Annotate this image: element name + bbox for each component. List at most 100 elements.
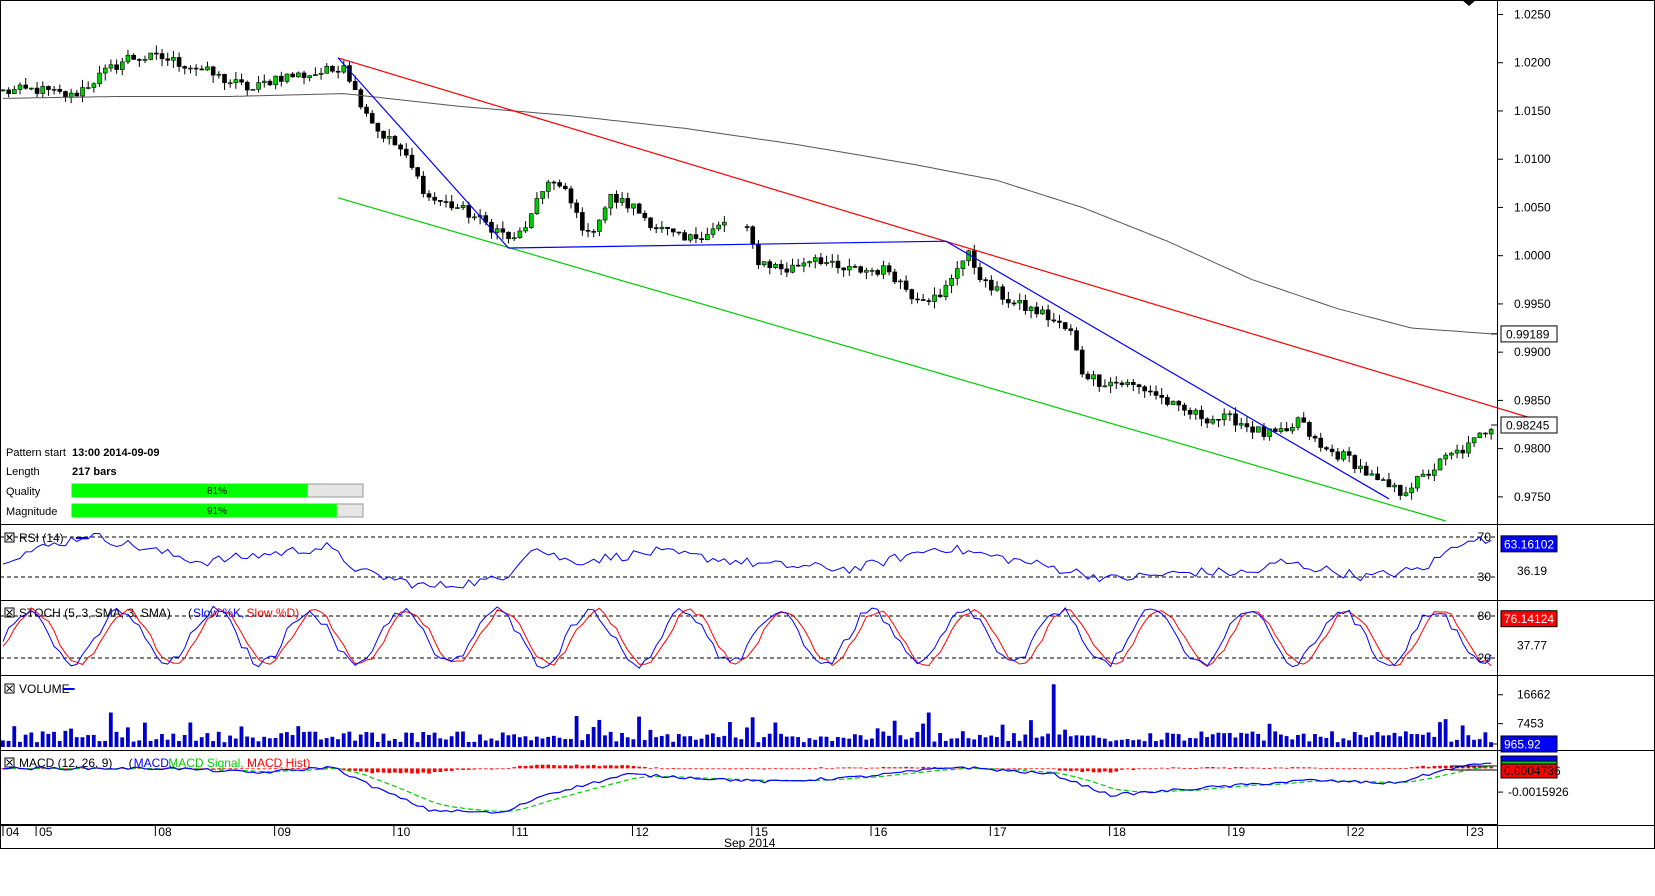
macd-hist-bar (359, 768, 363, 772)
candle-body (256, 82, 261, 90)
candle-body (1477, 432, 1483, 438)
x-tick-label: 15 (755, 825, 769, 839)
volume-bar (1176, 734, 1181, 747)
macd-hist-bar (1443, 765, 1448, 769)
volume-bar (1057, 734, 1062, 747)
volume-bar (926, 712, 931, 747)
macd-hist-bar (1205, 767, 1209, 769)
macd-hist-bar (910, 767, 914, 769)
candle-body (699, 238, 704, 240)
candle-body (557, 182, 562, 187)
candle-body (57, 89, 63, 92)
volume-bar (182, 734, 187, 747)
candle-body (1278, 428, 1284, 432)
volume-bar (1279, 734, 1283, 747)
macd-hist-bar (790, 768, 795, 770)
close-icon (6, 685, 13, 692)
candle-body (188, 67, 193, 70)
macd-hist-bar (1466, 765, 1471, 769)
macd-hist-bar (563, 765, 568, 769)
price-panel: 1.0250 1.0200 1.0150 1.0100 1.0050 1.0000 0.99… (0, 7, 1558, 522)
volume-bar (693, 739, 698, 747)
volume-bar (313, 731, 318, 747)
volume-bar (603, 735, 607, 747)
macd-hist-bar (733, 768, 738, 770)
candle-body (1006, 299, 1011, 304)
macd-hist-bar (489, 768, 494, 770)
volume-bar (739, 739, 744, 747)
candle-body (1244, 423, 1250, 428)
macd-hist-bar (853, 767, 857, 769)
volume-bar (995, 737, 999, 747)
x-tick-label: 16 (874, 825, 888, 839)
volume-bar (120, 737, 125, 747)
volume-bar (733, 737, 738, 747)
macd-hist-bar (750, 768, 755, 770)
volume-bar (790, 736, 795, 747)
volume-bar (1119, 739, 1124, 747)
volume-bar (1210, 734, 1215, 747)
candle-body (154, 52, 159, 55)
candle-body (1437, 458, 1443, 471)
volume-bar (563, 739, 568, 747)
macd-hist-bar (608, 765, 613, 769)
volume-bar (353, 740, 357, 747)
volume-tick-label: 16662 (1517, 688, 1551, 702)
volume-bar (205, 733, 210, 747)
macd-hist-bar (478, 768, 482, 770)
volume-bar (1012, 733, 1016, 747)
macd-hist-bar (705, 768, 710, 770)
volume-bar (728, 722, 732, 747)
candle-body (125, 54, 131, 63)
volume-bar (665, 734, 670, 747)
macd-hist-bar (160, 768, 164, 770)
macd-hist-bar (523, 765, 528, 769)
macd-hist-bar (535, 764, 539, 769)
y-tick-label: 1.0000 (1514, 249, 1551, 263)
macd-hist-bar (466, 768, 471, 770)
macd-hist-bar (1052, 768, 1056, 770)
rsi-level-label: 70 (1478, 530, 1492, 544)
volume-bar (853, 734, 857, 747)
volume-bar (881, 731, 886, 747)
y-tick-label: 0.9900 (1514, 345, 1551, 359)
candle-body (244, 81, 250, 91)
volume-bar (1080, 735, 1084, 747)
volume-bar (1159, 739, 1164, 747)
volume-bar (23, 734, 28, 747)
macd-hist-bar (631, 765, 636, 769)
volume-bar (722, 735, 727, 747)
candle-body (324, 65, 330, 74)
candle-body (705, 234, 710, 240)
volume-bar (1392, 732, 1397, 747)
x-tick-label: 11 (516, 825, 529, 839)
candle-body (665, 226, 670, 230)
volume-bar (1074, 735, 1079, 747)
candle-body (1091, 374, 1096, 380)
candle-body (989, 279, 994, 291)
volume-bar (12, 726, 17, 747)
candle-body (824, 262, 829, 265)
volume-bar (137, 740, 142, 747)
macd-hist-bar (1353, 768, 1357, 769)
volume-bar (1296, 734, 1300, 747)
volume-bar (642, 740, 647, 747)
volume-bar (500, 732, 505, 747)
close-icon (6, 759, 13, 766)
candle-body (847, 266, 852, 271)
volume-bar (1386, 735, 1391, 747)
volume-bar (1193, 738, 1198, 747)
candle-body (676, 231, 682, 234)
volume-bar (1108, 741, 1113, 747)
candle-body (1301, 417, 1307, 423)
volume-bar (1085, 735, 1090, 747)
macd-hist-bar (1279, 767, 1283, 769)
macd-hist-bar (597, 765, 602, 769)
volume-bar (6, 740, 11, 747)
volume-bar (534, 736, 539, 747)
macd-hist-bar (1125, 768, 1130, 770)
candle-body (1284, 428, 1289, 432)
macd-hist-bar (1358, 768, 1363, 770)
candle-body (670, 228, 676, 233)
volume-bar (625, 737, 630, 747)
